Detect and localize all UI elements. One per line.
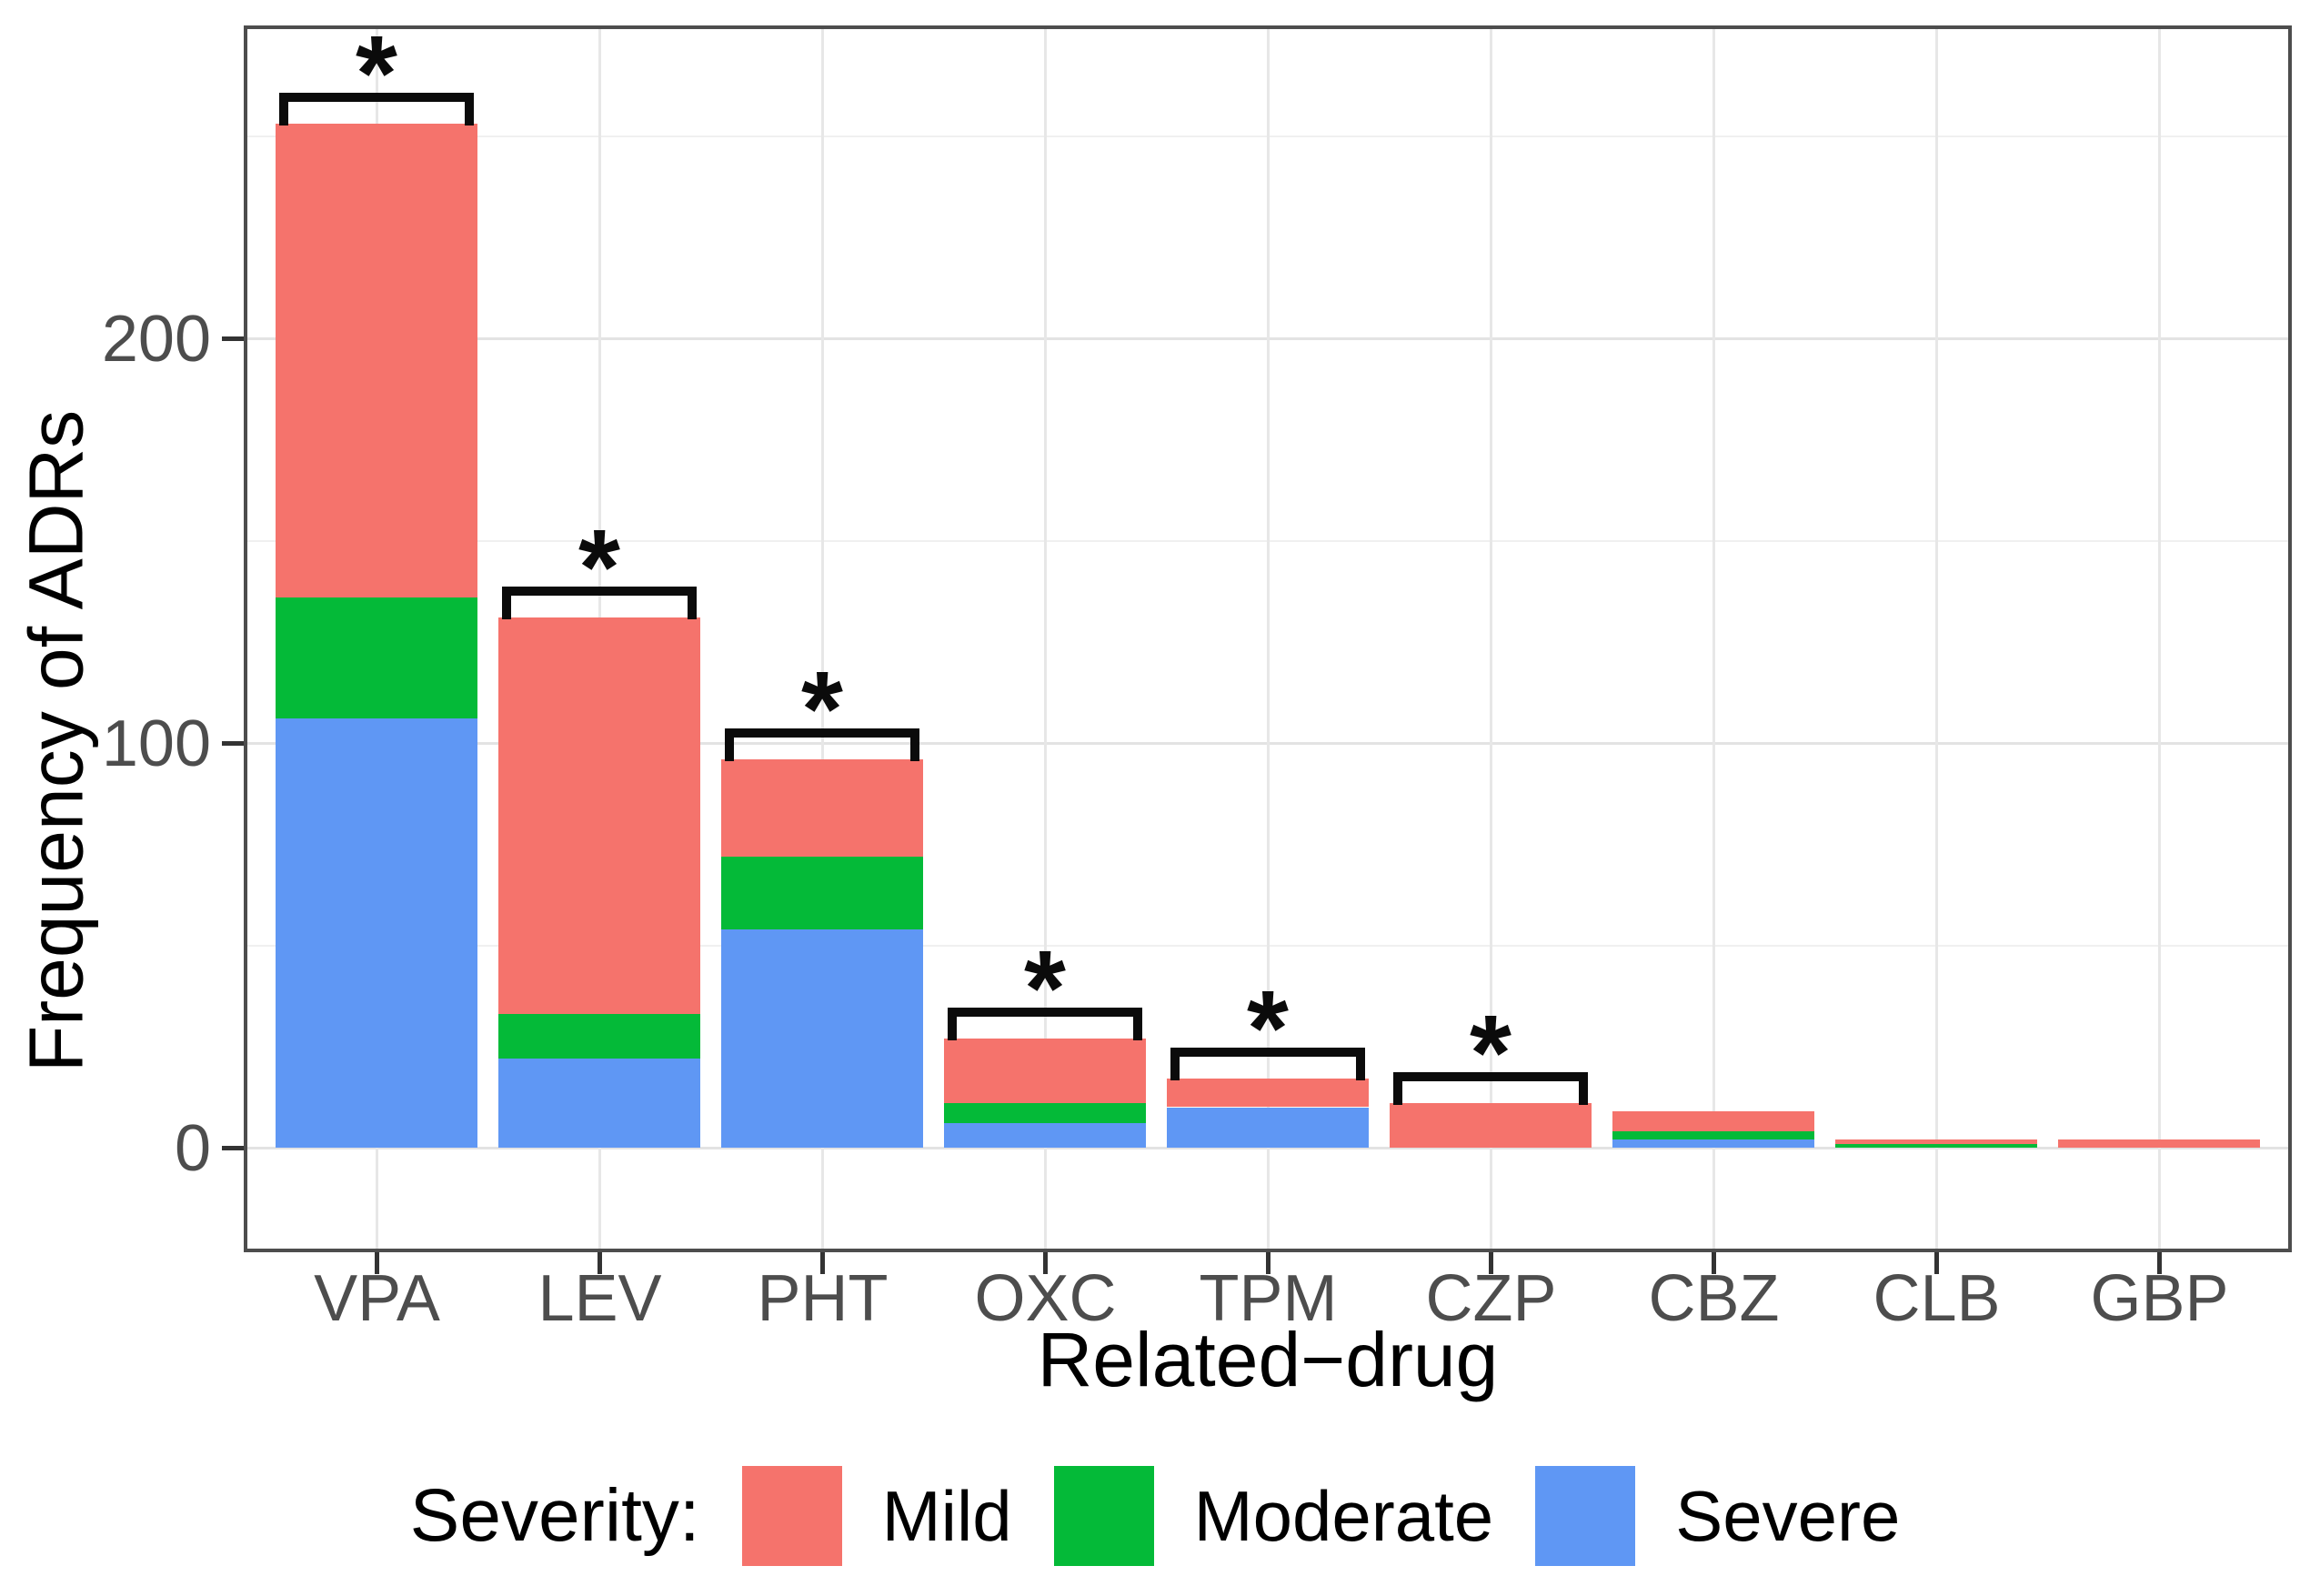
x-tick [1489, 1252, 1493, 1274]
x-tick [1266, 1252, 1270, 1274]
bar-segment-moderate-lev [498, 1014, 700, 1059]
bar-segment-severe-tpm [1167, 1107, 1369, 1148]
bar-segment-mild-cbz [1612, 1110, 1814, 1132]
legend: Severity: Mild Moderate Severe [0, 1466, 2310, 1566]
x-tick-label: CLB [1873, 1262, 2001, 1335]
x-tick-label: LEV [537, 1262, 662, 1335]
bar-segment-moderate-vpa [276, 597, 477, 719]
x-tick-label: CBZ [1648, 1262, 1780, 1335]
bar-segment-moderate-clb [1835, 1143, 2037, 1148]
x-tick [1712, 1252, 1716, 1274]
significance-asterisk-czp: * [1470, 993, 1512, 1114]
bar-segment-mild-clb [1835, 1139, 2037, 1144]
x-tick [598, 1252, 602, 1274]
significance-bracket-tpm [1170, 1048, 1365, 1081]
significance-asterisk-oxc: * [1024, 928, 1066, 1049]
legend-title: Severity: [409, 1474, 700, 1557]
legend-item-moderate: Moderate [1053, 1466, 1494, 1566]
x-tick [1043, 1252, 1048, 1274]
bar-segment-moderate-pht [721, 856, 923, 929]
x-tick-label: OXC [974, 1262, 1117, 1335]
x-tick [2157, 1252, 2162, 1274]
x-tick-label: PHT [757, 1262, 889, 1335]
bar-segment-severe-pht [721, 928, 923, 1148]
x-tick-label: TPM [1199, 1262, 1338, 1335]
bar-segment-mild-vpa [276, 124, 477, 597]
legend-swatch-moderate [1053, 1466, 1154, 1566]
bar-segment-severe-oxc [944, 1123, 1146, 1148]
y-tick-label: 100 [101, 708, 211, 780]
v-gridline [1712, 25, 1715, 1252]
significance-bracket-lev [502, 587, 697, 620]
v-gridline [821, 25, 824, 1252]
bar-segment-severe-cbz [1612, 1139, 1814, 1148]
y-tick [222, 1146, 244, 1150]
legend-label: Severe [1675, 1475, 1901, 1556]
x-tick [1934, 1252, 1939, 1274]
significance-bracket-czp [1393, 1072, 1588, 1106]
bar-segment-mild-oxc [944, 1038, 1146, 1104]
significance-asterisk-vpa: * [356, 14, 397, 135]
bar-segment-mild-tpm [1167, 1079, 1369, 1108]
bar-segment-mild-gbp [2058, 1139, 2260, 1148]
legend-label: Moderate [1193, 1475, 1494, 1556]
x-axis-title: Related−drug [1037, 1317, 1499, 1402]
significance-bracket-vpa [279, 93, 474, 126]
significance-bracket-oxc [948, 1007, 1142, 1040]
legend-label: Mild [881, 1475, 1012, 1556]
bar-segment-mild-lev [498, 617, 700, 1015]
x-tick-label: VPA [314, 1262, 440, 1335]
x-tick [375, 1252, 379, 1274]
v-gridline [1935, 25, 1938, 1252]
significance-asterisk-tpm: * [1247, 969, 1289, 1089]
legend-swatch-mild [741, 1466, 842, 1566]
x-tick-label: GBP [2090, 1262, 2229, 1335]
significance-bracket-pht [725, 728, 919, 761]
legend-swatch-severe [1535, 1466, 1636, 1566]
significance-asterisk-lev: * [578, 507, 620, 628]
significance-asterisk-pht: * [801, 648, 843, 769]
bar-segment-mild-czp [1390, 1103, 1592, 1148]
bar-segment-severe-lev [498, 1059, 700, 1148]
y-tick-label: 0 [174, 1112, 211, 1185]
v-gridline [1044, 25, 1047, 1252]
legend-item-severe: Severe [1535, 1466, 1900, 1566]
legend-item-mild: Mild [741, 1466, 1012, 1566]
y-tick-label: 200 [101, 303, 211, 376]
bar-segment-severe-vpa [276, 718, 477, 1148]
v-gridline [1490, 25, 1492, 1252]
x-tick [820, 1252, 825, 1274]
bar-segment-moderate-cbz [1612, 1131, 1814, 1140]
plot-panel: * * * * * * [244, 20, 2292, 1252]
v-gridline [1267, 25, 1270, 1252]
y-tick [222, 336, 244, 341]
bar-segment-moderate-oxc [944, 1103, 1146, 1124]
x-tick-label: CZP [1425, 1262, 1557, 1335]
v-gridline [2158, 25, 2161, 1252]
bar-segment-mild-pht [721, 758, 923, 857]
y-tick [222, 741, 244, 746]
